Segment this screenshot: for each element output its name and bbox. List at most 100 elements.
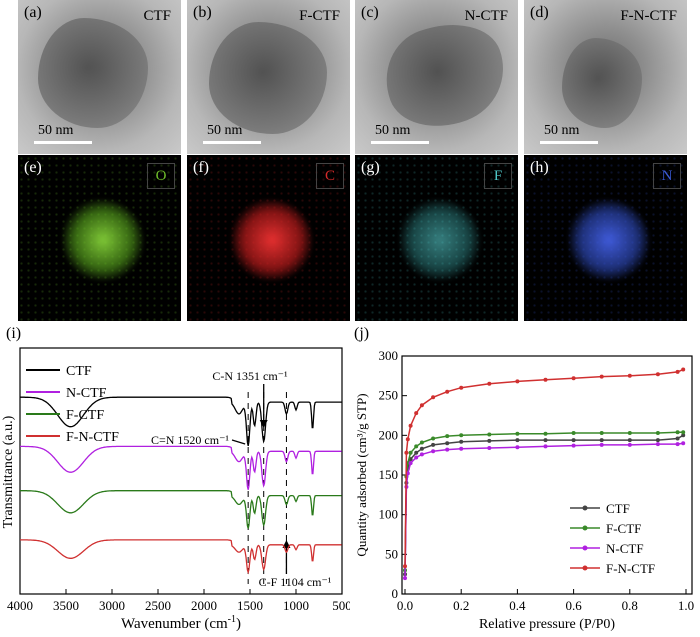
data-point <box>571 376 576 381</box>
data-point <box>419 403 424 408</box>
tem-panel-d: (d) F-N-CTF 50 nm <box>524 0 687 154</box>
data-point <box>515 431 520 436</box>
legend-marker <box>582 545 588 551</box>
scale-bar-text: 50 nm <box>375 123 411 138</box>
legend-label: F-N-CTF <box>66 430 119 445</box>
legend-label: CTF <box>606 501 630 516</box>
eds-map-o: (e) O <box>18 155 181 321</box>
x-tick-label: 1.0 <box>678 598 694 613</box>
panel-label: (c) <box>361 4 379 21</box>
panel-label: (j) <box>354 325 369 342</box>
tem-panel-b: (b) F-CTF 50 nm <box>187 0 350 154</box>
element-label: N <box>653 163 681 189</box>
x-tick-label: 1500 <box>237 598 263 613</box>
legend-label: F-CTF <box>606 521 641 536</box>
spectrum-ctf <box>20 396 342 447</box>
panel-label: (b) <box>193 4 212 21</box>
spectrum-f-n-ctf <box>20 539 342 575</box>
x-tick-label: 3000 <box>99 598 125 613</box>
data-point <box>627 431 632 435</box>
data-point <box>675 436 680 441</box>
data-point <box>408 450 413 455</box>
data-point <box>675 442 680 447</box>
y-tick-label: 0 <box>392 586 399 601</box>
data-point <box>655 442 660 447</box>
y-tick-label: 200 <box>379 427 399 442</box>
spectrum-f-ctf <box>20 490 342 529</box>
data-point <box>627 373 632 378</box>
ftir-chart: (i) 4000 3500 3000 2500 2000 1500 1000 500 CTF N… <box>1 325 350 632</box>
data-point <box>414 444 419 449</box>
data-point <box>675 430 680 435</box>
eds-map-c: (f) C <box>187 155 350 321</box>
element-label: C <box>316 163 344 189</box>
data-point <box>515 379 520 384</box>
panel-label: (h) <box>530 159 549 176</box>
data-point <box>681 433 686 438</box>
sample-tag: F-CTF <box>299 8 340 24</box>
x-tick-label: 3500 <box>53 598 79 613</box>
data-point <box>459 446 464 451</box>
arrow-ceqn <box>231 439 246 445</box>
data-point <box>419 446 424 451</box>
data-point <box>571 431 576 435</box>
x-axis-label: Relative pressure (P/P0) <box>479 617 615 632</box>
data-point <box>487 446 492 450</box>
panel-label: (f) <box>193 159 209 176</box>
y-tick-label: 50 <box>385 546 398 561</box>
data-point <box>599 442 604 447</box>
data-point <box>571 443 576 448</box>
x-tick-label: 0.4 <box>509 598 526 613</box>
panel-label: (a) <box>24 4 42 21</box>
data-point <box>543 431 548 436</box>
isotherm-f-n-ctf <box>404 368 684 567</box>
data-point <box>681 367 686 372</box>
spectrum-n-ctf <box>20 445 342 490</box>
annotation-ceqn: C=N 1520 cm⁻¹ <box>151 433 229 447</box>
data-point <box>459 385 464 390</box>
spectra <box>20 396 342 575</box>
element-label: O <box>147 163 175 189</box>
legend-marker <box>582 525 588 531</box>
data-point <box>414 450 419 455</box>
data-point <box>459 433 464 438</box>
sample-tag: F-N-CTF <box>620 8 677 24</box>
data-point <box>431 436 436 441</box>
x-tick-label: 0.2 <box>453 598 469 613</box>
data-point <box>414 411 419 416</box>
legend-marker <box>582 565 588 571</box>
data-point <box>655 438 660 443</box>
legend-label: N-CTF <box>606 541 644 556</box>
data-point <box>655 372 660 377</box>
x-tick-label: 1000 <box>283 598 309 613</box>
data-point <box>408 423 413 428</box>
tem-panel-a: (a) CTF 50 nm <box>18 0 181 154</box>
data-point <box>445 447 450 452</box>
tem-panel-c: (c) N-CTF 50 nm <box>355 0 518 154</box>
y-axis-label: Transmittance (a.u.) <box>1 415 16 528</box>
data-point <box>431 395 436 400</box>
x-tick-label: 0.8 <box>622 598 638 613</box>
data-point <box>675 369 680 374</box>
eds-map-n: (h) N <box>524 155 687 321</box>
data-point <box>655 431 660 435</box>
isotherm-chart: (j) 0.0 0.2 0.4 0.6 0.8 1.0 0 50 100 150 200 250 300… <box>354 325 695 632</box>
data-point <box>515 445 520 450</box>
data-point <box>405 437 410 442</box>
axis-ticks: 0.0 0.2 0.4 0.6 0.8 1.0 0 50 100 150 200 250 300 <box>379 348 695 613</box>
data-point <box>459 439 464 444</box>
y-tick-label: 250 <box>379 388 399 403</box>
panel-label: (d) <box>530 4 549 21</box>
sample-tag: CTF <box>143 8 171 24</box>
y-tick-label: 150 <box>379 467 399 482</box>
data-point <box>408 461 413 466</box>
x-tick-label: 2000 <box>191 598 217 613</box>
data-point <box>543 438 548 443</box>
data-point <box>627 442 632 447</box>
data-point <box>403 576 407 581</box>
panel-label: (g) <box>361 159 380 176</box>
data-point <box>543 377 548 382</box>
panel-label: (e) <box>24 159 42 176</box>
data-point <box>419 452 424 457</box>
legend-label: CTF <box>66 364 92 379</box>
